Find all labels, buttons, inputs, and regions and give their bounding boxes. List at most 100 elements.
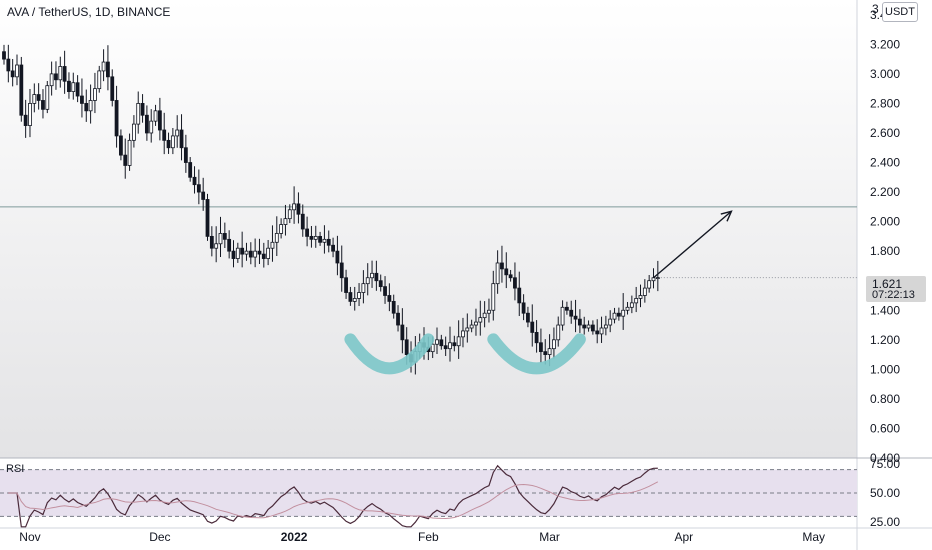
candle-body-138 [599, 327, 604, 335]
candle-body-135 [586, 324, 591, 329]
candle-body-48 [209, 235, 214, 249]
candle-body-116 [504, 268, 509, 276]
candle-body-27 [119, 135, 123, 156]
candle-body-103 [448, 342, 452, 350]
candle-body-133 [577, 318, 582, 326]
candle-body-127 [552, 339, 556, 350]
candle-body-57 [248, 250, 253, 258]
candle-body-99 [430, 343, 435, 353]
candle-body-5 [23, 114, 28, 126]
candle-body-105 [456, 336, 461, 347]
candle-body-7 [32, 94, 37, 104]
candle-body-60 [261, 253, 266, 259]
candle-body-107 [465, 327, 470, 332]
candle-body-126 [547, 348, 552, 355]
candle-body-73 [318, 235, 322, 243]
candle-body-70 [305, 228, 310, 237]
candle-body-102 [443, 345, 448, 350]
breakout-arrow-head [720, 210, 733, 222]
candle-body-68 [296, 203, 301, 215]
candle-body-134 [582, 324, 587, 329]
candle-body-59 [257, 250, 262, 255]
rsi-tick-label-2: 25.00 [870, 515, 900, 529]
currency-button[interactable]: USDT [882, 2, 918, 22]
candle-body-108 [469, 324, 474, 329]
candle-body-137 [595, 330, 600, 335]
candle-body-47 [205, 199, 210, 237]
price-tick-label-11: 1.200 [870, 333, 900, 347]
candle-body-109 [474, 321, 478, 326]
candle-body-38 [166, 139, 171, 149]
last-price: 1.621 [872, 277, 903, 291]
candle-body-147 [638, 295, 643, 299]
candle-body-50 [218, 233, 223, 245]
candle-body-40 [175, 129, 180, 137]
candle-body-53 [231, 250, 236, 259]
candle-body-52 [227, 238, 232, 252]
candle-body-122 [530, 321, 535, 333]
rsi-label: RSI [6, 463, 25, 475]
candle-body-34 [149, 120, 154, 134]
candle-body-80 [348, 292, 353, 302]
candle-body-14 [62, 66, 67, 82]
rsi-tick-label-1: 50.00 [870, 486, 900, 500]
candle-body-10 [45, 85, 50, 110]
candle-body-83 [361, 283, 366, 293]
candle-body-143 [621, 309, 626, 317]
candle-body-61 [266, 247, 271, 259]
candle-body-62 [270, 241, 275, 249]
candle-body-149 [647, 280, 652, 289]
candle-body-119 [517, 287, 522, 304]
candle-body-131 [569, 309, 574, 317]
candle-body-32 [140, 103, 145, 116]
candle-body-23 [101, 61, 106, 72]
candle-body-106 [461, 330, 465, 338]
candle-body-111 [482, 312, 487, 319]
candle-body-77 [335, 250, 340, 264]
candle-body-6 [28, 103, 32, 126]
candle-body-25 [110, 76, 115, 101]
candle-body-71 [309, 235, 314, 240]
candle-countdown: 07:22:13 [872, 289, 915, 301]
candle-body-78 [339, 262, 344, 279]
candle-body-110 [478, 317, 483, 323]
last-price-badge: 1.621 07:22:13 [866, 276, 926, 302]
candle-body-146 [634, 298, 639, 304]
rsi-ma-line [8, 481, 659, 519]
candle-body-120 [521, 302, 526, 314]
candle-body-150 [651, 277, 656, 282]
candle-body-104 [452, 342, 457, 347]
candle-body-45 [196, 184, 201, 193]
candle-body-148 [642, 287, 647, 296]
candle-body-66 [287, 209, 292, 220]
candle-body-18 [80, 95, 84, 104]
time-tick-label-5: Apr [674, 530, 693, 544]
rsi-line [8, 464, 658, 528]
candle-body-56 [244, 250, 249, 255]
candle-body-30 [131, 123, 136, 141]
price-pane-background [0, 0, 857, 458]
candle-body-17 [75, 82, 80, 97]
candle-body-67 [292, 203, 297, 211]
candle-body-130 [565, 306, 569, 311]
price-tick-label-10: 1.400 [870, 303, 900, 317]
candle-body-145 [629, 302, 634, 308]
candle-body-118 [513, 277, 517, 289]
time-tick-label-2: 2022 [281, 530, 308, 544]
candle-body-124 [539, 342, 543, 353]
candle-body-51 [222, 233, 227, 240]
candle-body-39 [170, 135, 175, 149]
rsi-tick-label-0: 75.00 [870, 457, 900, 471]
candle-body-22 [97, 70, 102, 90]
candle-body-113 [491, 283, 496, 311]
candle-body-16 [71, 82, 76, 92]
candle-body-132 [573, 315, 578, 320]
price-tick-label-13: 0.800 [870, 392, 900, 406]
candle-body-82 [357, 292, 361, 299]
candle-body-35 [153, 110, 158, 122]
candle-body-76 [331, 244, 335, 252]
price-tick-label-8: 1.800 [870, 244, 900, 258]
price-tick-label-6: 2.200 [870, 185, 900, 199]
